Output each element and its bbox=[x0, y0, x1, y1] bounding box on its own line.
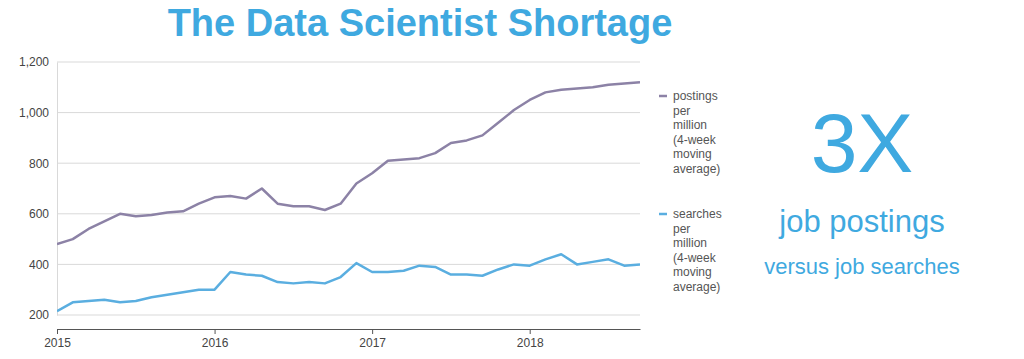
legend-label: postingspermillion(4-weekmovingaverage) bbox=[673, 89, 720, 176]
y-tick: 1,000 bbox=[19, 106, 57, 120]
x-tick-label: 2015 bbox=[44, 336, 71, 350]
grid-line bbox=[57, 213, 640, 214]
y-axis-line bbox=[57, 63, 58, 316]
x-axis: 2015 2016 2017 2018 bbox=[44, 329, 640, 350]
y-axis: 200 400 600 800 1,000 1,200 bbox=[19, 55, 58, 322]
x-tick: 2017 bbox=[359, 329, 386, 350]
x-tick: 2018 bbox=[517, 329, 544, 350]
y-tick-label: 1,200 bbox=[19, 55, 49, 69]
y-tick-label: 200 bbox=[29, 308, 49, 322]
annotation: job postings bbox=[778, 204, 944, 239]
legend-item: searchespermillion(4-weekmovingaverage) bbox=[659, 207, 722, 294]
x-tick: 2015 bbox=[44, 329, 71, 350]
series-line bbox=[57, 82, 640, 244]
y-tick-label: 800 bbox=[29, 157, 49, 171]
y-tick: 600 bbox=[29, 207, 57, 221]
y-tick: 400 bbox=[29, 258, 57, 272]
legend-label: searchespermillion(4-weekmovingaverage) bbox=[673, 207, 722, 294]
title: The Data Scientist Shortage bbox=[168, 2, 673, 44]
legend-swatch bbox=[659, 213, 667, 216]
x-tick-mark bbox=[215, 329, 216, 334]
grid-line bbox=[57, 163, 640, 164]
x-tick: 2016 bbox=[202, 329, 229, 350]
y-tick: 200 bbox=[29, 308, 57, 322]
chart: The Data Scientist Shortage 200 400 600 800 1… bbox=[0, 0, 1024, 359]
legend-swatch bbox=[659, 95, 667, 98]
y-tick: 800 bbox=[29, 157, 57, 171]
series-line bbox=[57, 254, 640, 311]
y-tick-label: 400 bbox=[29, 258, 49, 272]
annotation: versus job searches bbox=[764, 254, 960, 279]
x-axis-line bbox=[58, 329, 641, 330]
grid-line bbox=[57, 62, 640, 63]
x-tick-label: 2018 bbox=[517, 336, 544, 350]
x-tick-label: 2016 bbox=[202, 336, 229, 350]
grid-line bbox=[57, 112, 640, 113]
x-tick-label: 2017 bbox=[359, 336, 386, 350]
grid bbox=[57, 62, 640, 315]
y-tick-label: 600 bbox=[29, 207, 49, 221]
plot-area bbox=[57, 82, 640, 311]
x-tick-mark bbox=[530, 329, 531, 334]
x-tick-mark bbox=[57, 329, 58, 334]
legend: postingspermillion(4-weekmovingaverage) s… bbox=[659, 89, 722, 294]
y-tick: 1,200 bbox=[19, 55, 57, 69]
legend-item: postingspermillion(4-weekmovingaverage) bbox=[659, 89, 720, 176]
grid-line bbox=[57, 264, 640, 265]
x-tick-mark bbox=[372, 329, 373, 334]
grid-line bbox=[57, 315, 640, 316]
annotation: 3X bbox=[811, 96, 914, 190]
y-tick-label: 1,000 bbox=[19, 106, 49, 120]
